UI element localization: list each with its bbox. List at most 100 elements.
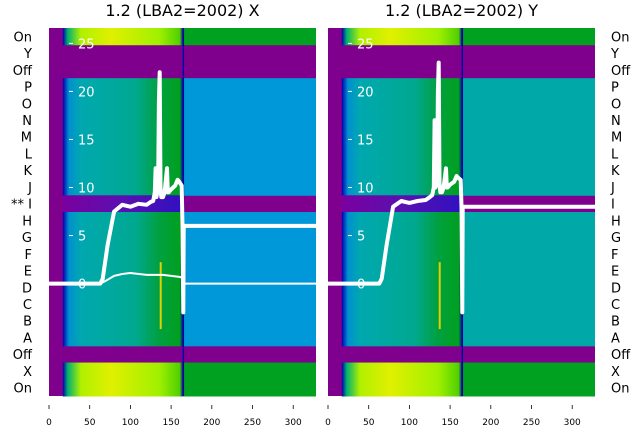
xtick-label: 300: [285, 418, 302, 428]
xtick-label: 200: [482, 418, 499, 428]
heatmap-row: [341, 94, 463, 113]
row-label: D: [611, 281, 621, 296]
row-label: B: [611, 315, 620, 330]
row-label: C: [23, 298, 32, 313]
panel-title: 1.2 (LBA2=2002) Y: [385, 1, 538, 20]
series-line-thin: [49, 272, 316, 285]
heatmap-row: [62, 228, 184, 246]
heatmap-row-after: [462, 78, 595, 96]
heatmap-row-after: [183, 262, 316, 280]
heatmap-row: [62, 94, 184, 113]
heatmap-row-after: [462, 212, 595, 230]
row-label: C: [611, 298, 620, 313]
panel-y: 1.2 (LBA2=2002) YOnYOffPONMLKJIHGFEDCBAO…: [325, 1, 631, 428]
row-label: A: [23, 331, 32, 346]
row-label: X: [611, 365, 620, 380]
heatmap-row: [62, 379, 184, 397]
heatmap-row: [62, 295, 184, 313]
xtick-label: 200: [203, 418, 220, 428]
xtick-label: 50: [363, 418, 375, 428]
heatmap-row-after: [462, 128, 595, 146]
heatmap-row-after: [462, 245, 595, 263]
row-label: On: [14, 382, 32, 397]
heatmap-row-after: [462, 28, 595, 46]
row-label: On: [14, 30, 32, 45]
row-label: B: [23, 315, 32, 330]
heatmap-row-after: [462, 295, 595, 313]
heatmap-row-after: [183, 329, 316, 347]
heatmap-row-after: [462, 161, 595, 180]
ytick-label: 20: [78, 85, 95, 100]
heatmap-row-after: [183, 245, 316, 263]
heatmap-row-after: [462, 362, 595, 380]
heatmap-row-after: [183, 145, 316, 163]
series-line-thick: [328, 60, 595, 315]
heatmap-row: [62, 362, 184, 380]
heatmap-row: [62, 329, 184, 347]
heatmap-row: [62, 212, 184, 230]
row-label: D: [22, 281, 32, 296]
heatmap-row: [341, 262, 463, 280]
row-label: Off: [13, 348, 33, 363]
heatmap-row-after: [183, 128, 316, 146]
heatmap-row: [341, 195, 463, 212]
row-label: P: [24, 81, 32, 96]
row-label: E: [611, 265, 619, 280]
row-label: K: [23, 164, 32, 179]
heatmap-row: [341, 362, 463, 380]
ytick-label: 5: [357, 230, 365, 245]
heatmap-row-after: [183, 28, 316, 46]
heatmap-row-after: [183, 78, 316, 96]
heatmap-row: [341, 379, 463, 397]
heatmap-streak: [159, 262, 162, 330]
row-label: Y: [610, 47, 619, 62]
ytick-label: 15: [78, 133, 95, 148]
row-label: L: [611, 147, 619, 162]
heatmap-row: [62, 145, 184, 163]
row-label: O: [611, 97, 621, 112]
heatmap-row: [341, 111, 463, 129]
row-label: A: [611, 331, 620, 346]
row-label: Y: [23, 47, 32, 62]
heatmap-row-after: [462, 278, 595, 297]
heatmap-row-after: [183, 228, 316, 246]
heatmap-row-after: [462, 178, 595, 196]
heatmap-row: [341, 228, 463, 246]
heatmap-row-after: [462, 228, 595, 246]
heatmap-row-after: [462, 379, 595, 397]
row-label: G: [611, 231, 621, 246]
row-label: On: [611, 382, 629, 397]
row-label: N: [611, 114, 621, 129]
heatmap-row: [341, 295, 463, 313]
row-label: ** I: [11, 198, 32, 213]
xtick-label: 100: [401, 418, 418, 428]
heatmap-row: [62, 312, 184, 330]
heatmap-row-after: [462, 145, 595, 163]
heatmap-row-after: [183, 178, 316, 196]
heatmap-row-after: [462, 329, 595, 347]
xtick-label: 150: [442, 418, 459, 428]
heatmap-row: [62, 245, 184, 263]
heatmap-row: [62, 78, 184, 96]
ytick-label: 10: [78, 181, 95, 196]
row-label: F: [25, 248, 32, 263]
heatmap-row-after: [462, 262, 595, 280]
row-label: H: [611, 214, 621, 229]
heatmap-row: [341, 329, 463, 347]
heatmap-row: [341, 245, 463, 263]
row-label: J: [610, 181, 615, 196]
row-label: Off: [611, 348, 631, 363]
heatmap-row-after: [462, 94, 595, 113]
row-label: N: [22, 114, 32, 129]
heatmap-row: [62, 111, 184, 129]
heatmap-row: [62, 161, 184, 180]
heatmap-row: [341, 28, 463, 46]
xtick-label: 0: [325, 418, 331, 428]
row-label: P: [611, 81, 619, 96]
row-label: O: [22, 97, 32, 112]
xtick-label: 300: [564, 418, 581, 428]
heatmap-row: [341, 128, 463, 146]
xtick-label: 250: [244, 418, 261, 428]
